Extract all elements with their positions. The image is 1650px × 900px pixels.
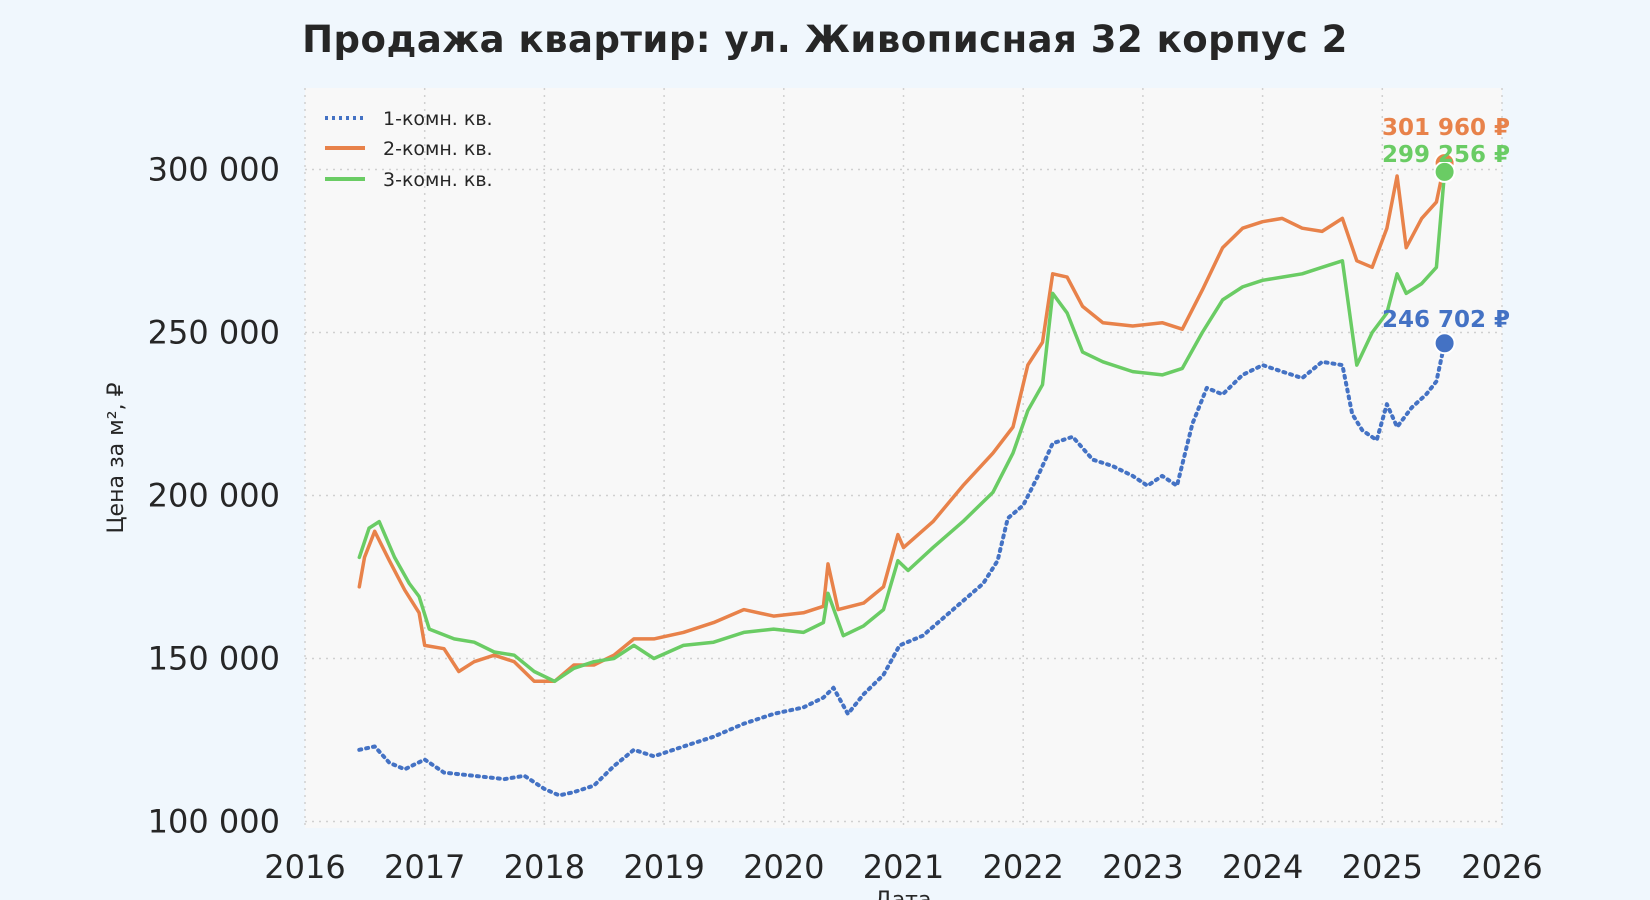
- grid: [304, 88, 1503, 828]
- legend-item-1room: 1-комн. кв.: [325, 108, 493, 130]
- x-tick-label: 2017: [384, 848, 465, 886]
- x-tick-label: 2018: [504, 848, 585, 886]
- y-tick-label: 250 000: [148, 313, 280, 351]
- legend-label-3room: 3-комн. кв.: [383, 169, 493, 191]
- x-tick-label: 2019: [623, 848, 704, 886]
- series-line: [357, 161, 1447, 684]
- y-axis-label: Цена за м², ₽: [104, 382, 129, 533]
- y-tick-label: 300 000: [148, 150, 280, 188]
- end-markers: 246 702 ₽ 301 960 ₽299 256 ₽: [1382, 115, 1510, 355]
- legend-item-2room: 2-комн. кв.: [325, 138, 493, 160]
- chart-title: Продажа квартир: ул. Живописная 32 корпу…: [302, 18, 1348, 61]
- x-tick-label: 2023: [1102, 848, 1183, 886]
- x-tick-label: 2022: [982, 848, 1063, 886]
- plot-area: [305, 88, 1502, 828]
- y-tick-label: 200 000: [148, 476, 280, 514]
- x-tick-label: 2020: [743, 848, 824, 886]
- legend: 1-комн. кв. 2-комн. кв. 3-комн. кв.: [325, 108, 493, 191]
- x-tick-label: 2025: [1342, 848, 1423, 886]
- series-line: [357, 170, 1447, 684]
- series-lines: [357, 161, 1447, 798]
- y-tick-label: 100 000: [148, 802, 280, 840]
- end-marker: [1433, 160, 1456, 183]
- x-tick-label: 2026: [1461, 848, 1542, 886]
- series-line: [357, 341, 1447, 798]
- end-value-label: 299 256 ₽: [1382, 142, 1510, 168]
- legend-item-3room: 3-комн. кв.: [325, 169, 493, 191]
- y-tick-label: 150 000: [148, 639, 280, 677]
- end-value-label: 246 702 ₽: [1382, 307, 1510, 333]
- legend-label-2room: 2-комн. кв.: [383, 138, 493, 160]
- tick-labels: 2016 2017 2018 2019 2020 2021 2022 2023 2024 2025…: [148, 150, 1543, 886]
- x-axis-label: Дата: [875, 888, 932, 900]
- end-value-label: 301 960 ₽: [1382, 115, 1510, 141]
- end-marker: [1433, 332, 1456, 355]
- x-tick-label: 2016: [264, 848, 345, 886]
- x-tick-label: 2024: [1222, 848, 1303, 886]
- legend-label-1room: 1-комн. кв.: [383, 108, 493, 130]
- x-tick-label: 2021: [863, 848, 944, 886]
